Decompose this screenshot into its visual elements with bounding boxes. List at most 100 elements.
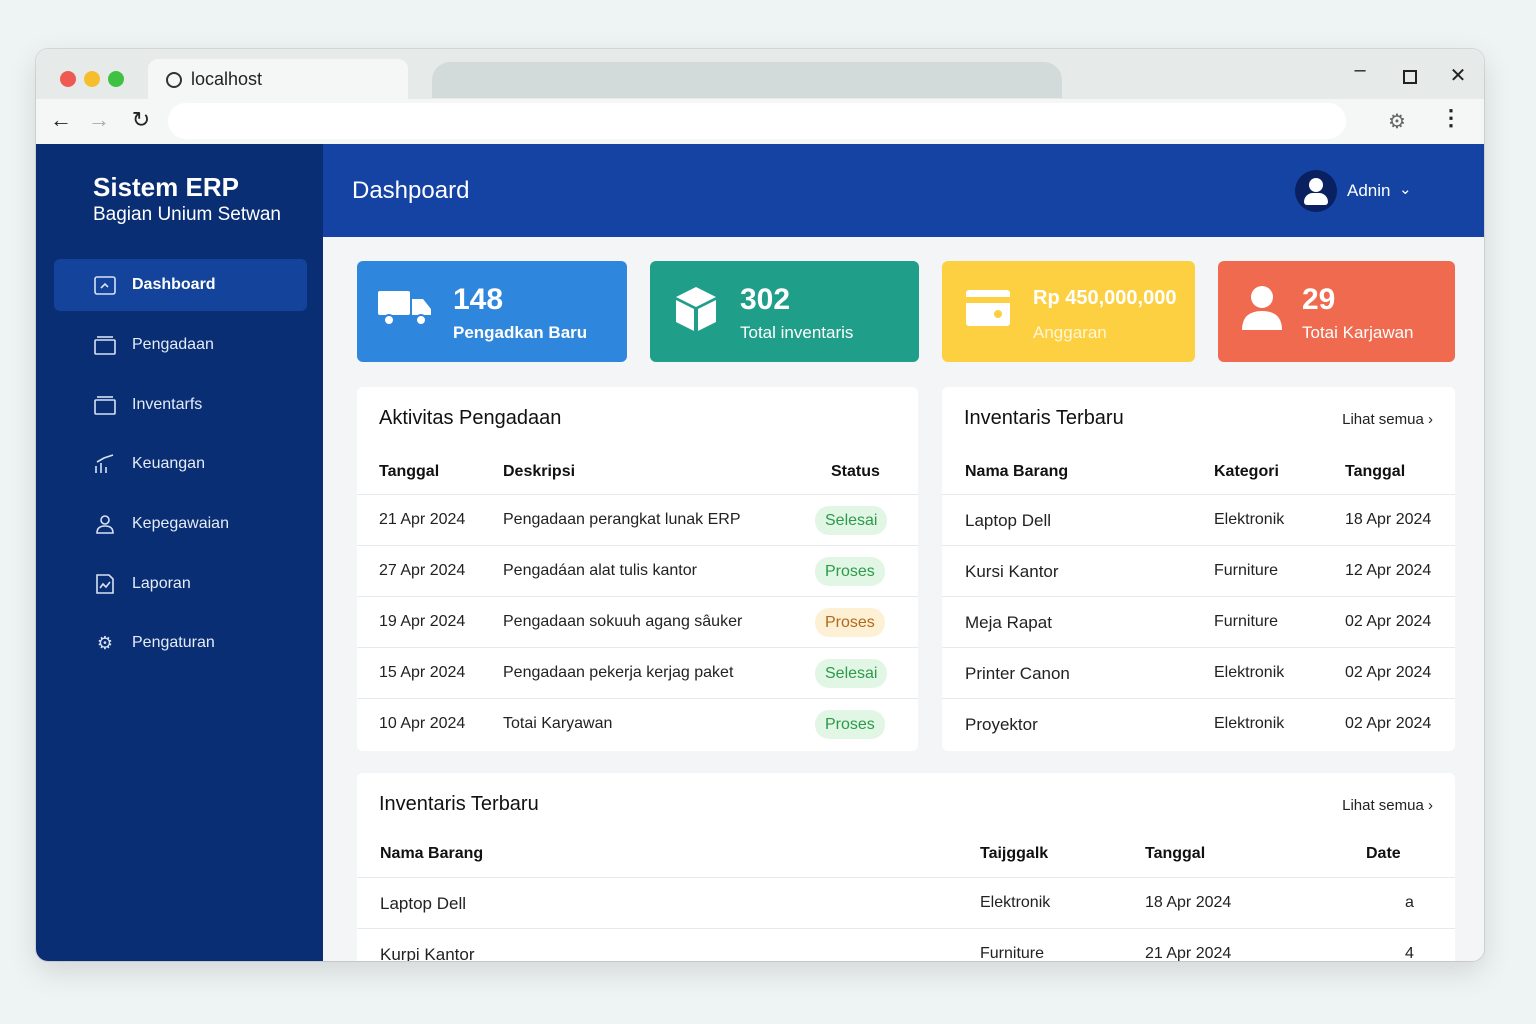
item-date: 02 Apr 2024 (1345, 613, 1432, 630)
table-row[interactable]: Kursi Kantor Furniture 12 Apr 2024 (942, 545, 1455, 596)
table-row[interactable]: Proyektor Elektronik 02 Apr 2024 (942, 698, 1455, 749)
item-name: Kursi Kantor (965, 562, 1059, 581)
table-row[interactable]: Meja Rapat Furniture 02 Apr 2024 (942, 596, 1455, 647)
inventaris-terbaru-wide-card: Inventaris Terbaru Lihat semua › Nama Ba… (357, 773, 1455, 961)
sidebar-item-keuangan[interactable]: Keuangan (54, 438, 307, 490)
browser-tab[interactable]: localhost (148, 59, 408, 99)
table-row[interactable]: Kurpi Kantor Furniture 21 Apr 2024 4 (357, 928, 1455, 961)
top-header: Dashpoard Adnin ⌄ (323, 144, 1484, 237)
stat-card-inventaris[interactable]: 302 Total inventaris (650, 261, 919, 362)
dashboard-icon (94, 275, 116, 295)
item-date: 12 Apr 2024 (1345, 562, 1432, 579)
stat-card-karyawan[interactable]: 29 Totai Karjawan (1218, 261, 1455, 362)
table-row[interactable]: 19 Apr 2024 Pengadaan sokuuh agang sâuke… (357, 596, 918, 647)
item-category: Furniture (980, 945, 1045, 961)
table-row[interactable]: 10 Apr 2024 Totai Karyawan Proses (357, 698, 918, 749)
sidebar-item-pengadaan[interactable]: Pengadaan (54, 319, 307, 371)
row-description: Totai Karyawan (503, 715, 613, 732)
brand-subtitle: Bagian Unium Setwan (93, 204, 281, 225)
table-row[interactable]: 21 Apr 2024 Pengadaan perangkat lunak ER… (357, 494, 918, 545)
box-icon (94, 335, 116, 355)
row-description: Pengadaan sokuuh agang sâuker (503, 613, 743, 630)
sidebar-item-laporan[interactable]: Laporan (54, 558, 307, 610)
table-row[interactable]: 15 Apr 2024 Pengadaan pekerja kerjag pak… (357, 647, 918, 698)
close-window-button[interactable] (60, 71, 76, 87)
item-category: Elektronik (1214, 715, 1285, 732)
status-badge: Proses (815, 710, 885, 739)
table-row[interactable]: 27 Apr 2024 Pengadáan alat tulis kantor … (357, 545, 918, 596)
sidebar-item-label: Keuangan (132, 455, 205, 472)
column-header: Tanggal (1345, 463, 1406, 480)
card-title: Inventaris Terbaru (379, 793, 539, 815)
column-header: Nama Barang (965, 463, 1069, 480)
item-name: Proyektor (965, 715, 1038, 734)
maximize-window-button[interactable] (108, 71, 124, 87)
table-row[interactable]: Printer Canon Elektronik 02 Apr 2024 (942, 647, 1455, 698)
stat-card-anggaran[interactable]: Rp 450,000,000 Anggaran (942, 261, 1195, 362)
sidebar-item-label: Inventarfs (132, 396, 203, 413)
stat-card-pengadaan[interactable]: 148 Pengadkan Baru (357, 261, 627, 362)
card-title: Aktivitas Pengadaan (379, 407, 562, 429)
column-header: Tanggal (1145, 845, 1206, 862)
avatar[interactable] (1295, 170, 1337, 212)
sidebar-item-label: Dashboard (132, 276, 216, 293)
column-header: Nama Barang (380, 845, 484, 862)
minimize-icon[interactable]: – (1354, 59, 1366, 81)
column-header: Taiјggalk (980, 845, 1049, 862)
forward-arrow-icon[interactable]: → (88, 107, 110, 132)
card-icon (965, 289, 1011, 332)
stat-label: Totai Karjawan (1302, 323, 1414, 342)
row-date: 10 Apr 2024 (379, 715, 466, 732)
stat-value: 302 (740, 283, 791, 316)
back-arrow-icon[interactable]: ← (50, 107, 72, 132)
user-menu-name[interactable]: Adnin (1347, 181, 1391, 200)
browser-window: localhost – ✕ ← → ↻ ⚙ ⋮ Sistem ERP Bagia… (36, 49, 1484, 961)
address-bar[interactable] (168, 103, 1346, 139)
item-extra: a (1405, 894, 1414, 911)
item-date: 21 Apr 2024 (1145, 945, 1232, 961)
stat-label: Total inventaris (740, 323, 854, 342)
see-all-link[interactable]: Lihat semua › (1342, 411, 1433, 428)
item-name: Laptop Dell (965, 511, 1052, 530)
status-badge: Proses (815, 557, 885, 586)
truck-icon (377, 287, 433, 334)
extension-gear-icon[interactable]: ⚙ (1388, 111, 1406, 133)
close-icon[interactable]: ✕ (1449, 65, 1467, 87)
item-date: 18 Apr 2024 (1345, 511, 1432, 528)
sidebar-item-pengaturan[interactable]: ⚙ Pengaturan (54, 617, 307, 669)
package-icon (674, 285, 718, 338)
table-row[interactable]: Laptop Dell Elektronik 18 Apr 2024 (942, 494, 1455, 545)
brand-title: Sistem ERP (93, 172, 239, 202)
reload-icon[interactable]: ↻ (131, 107, 151, 132)
tab-title: localhost (191, 69, 263, 89)
column-header: Kategori (1214, 463, 1279, 480)
item-name: Meja Rapat (965, 613, 1052, 632)
card-title: Inventaris Terbaru (964, 407, 1124, 429)
row-description: Pengadaan pekerja kerjag paket (503, 664, 734, 681)
item-date: 02 Apr 2024 (1345, 715, 1432, 732)
sidebar-item-kepegawaian[interactable]: Kepegawaian (54, 498, 307, 550)
row-date: 27 Apr 2024 (379, 562, 466, 579)
chevron-down-icon[interactable]: ⌄ (1399, 181, 1412, 198)
gear-icon: ⚙ (96, 633, 114, 653)
kebab-menu-icon[interactable]: ⋮ (1440, 105, 1462, 130)
maximize-icon[interactable] (1403, 70, 1417, 84)
minimize-window-button[interactable] (84, 71, 100, 87)
table-row[interactable]: Laptop Dell Elektronik 18 Apr 2024 a (357, 877, 1455, 928)
sidebar-item-inventaris[interactable]: Inventarfs (54, 379, 307, 431)
aktivitas-pengadaan-card: Aktivitas Pengadaan Tanggal Deskripsi St… (357, 387, 918, 751)
column-header: Date (1366, 845, 1401, 862)
row-description: Pengadaan perangkat lunak ERP (503, 511, 741, 528)
stat-label: Pengadkan Baru (453, 323, 588, 342)
sidebar-item-label: Pengaturan (132, 634, 215, 651)
inventaris-terbaru-card: Inventaris Terbaru Lihat semua › Nama Ba… (942, 387, 1455, 751)
status-badge: Selesai (815, 659, 888, 688)
see-all-link[interactable]: Lihat semua › (1342, 797, 1433, 814)
archive-icon (94, 395, 116, 415)
main-content: 148 Pengadkan Baru 302 Total inventaris … (323, 237, 1484, 961)
row-date: 19 Apr 2024 (379, 613, 466, 630)
inactive-tab[interactable] (432, 62, 1062, 98)
browser-toolbar: ← → ↻ ⚙ ⋮ (36, 99, 1484, 144)
sidebar-item-dashboard[interactable]: Dashboard (54, 259, 307, 311)
status-badge: Selesai (815, 506, 888, 535)
